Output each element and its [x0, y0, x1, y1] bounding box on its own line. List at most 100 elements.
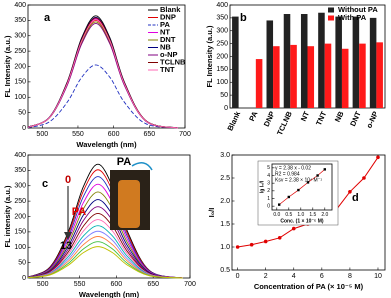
bar [335, 16, 342, 108]
x-tick-label: 2 [264, 273, 268, 280]
legend-label: NB [160, 42, 171, 51]
y-axis-title: FL intensity (a.u.) [3, 185, 12, 247]
data-point [376, 155, 380, 160]
x-tick-label: 700 [179, 131, 191, 138]
x-tick-label: NB [333, 109, 346, 123]
spectrum-line [27, 199, 183, 279]
y-tick-label: 150 [14, 79, 26, 86]
bar [324, 43, 332, 108]
spectrum-line [27, 236, 183, 279]
x-tick-label: 0.5 [285, 212, 292, 218]
data-point [316, 174, 319, 177]
spectrum-line [27, 169, 183, 279]
y-tick-label: 1 [267, 196, 270, 202]
legend-label: DNT [160, 35, 176, 44]
x-tick-label: NT [299, 110, 312, 123]
legend-label: PA [160, 20, 170, 29]
y-tick-label: 0 [267, 203, 270, 209]
bar [283, 14, 291, 109]
annotation: y = 2.38 x - 0.02 [275, 165, 311, 171]
x-tick-label: 1.0 [297, 212, 304, 218]
annotation: PA [72, 206, 87, 218]
x-tick-label: 0 [236, 273, 240, 280]
x-axis-title: Wavelength (nm) [79, 290, 140, 298]
x-axis-title: Wavelength (nm) [76, 140, 137, 149]
spectrum-line [27, 191, 183, 279]
y-tick-label: 300 [14, 33, 26, 40]
plot-frame [231, 154, 386, 271]
legend-label: DNP [160, 12, 176, 21]
annotation: Ksv = 2.38 × 10⁴ M⁻¹ [275, 177, 322, 183]
y-tick-label: 300 [14, 183, 26, 190]
y-tick-label: 2.0 [220, 198, 230, 205]
annotation: 0 [65, 174, 71, 186]
data-point [278, 203, 281, 206]
x-tick-label: 6 [320, 273, 324, 280]
bar [376, 42, 383, 108]
y-tick-label: 50 [220, 92, 228, 99]
data-point [235, 245, 240, 249]
y-axis-title: lg I₀/I [259, 180, 265, 193]
x-tick-label: PA [247, 109, 260, 122]
bar [300, 14, 308, 109]
y-tick-label: 250 [14, 198, 26, 205]
spectrum-line [27, 230, 183, 279]
y-tick-label: 400 [216, 2, 228, 9]
spectrum-line [27, 246, 183, 279]
y-axis-title: FL Intensity (a.u.) [205, 25, 214, 87]
bar [273, 46, 280, 108]
y-tick-label: 400 [14, 2, 26, 9]
bar [266, 20, 274, 109]
inset-background [257, 160, 339, 226]
x-tick-label: 650 [147, 281, 159, 288]
bar [255, 59, 263, 108]
data-point [263, 239, 268, 244]
data-point [297, 188, 300, 192]
bar [352, 16, 360, 108]
bar [290, 44, 297, 108]
bar [307, 46, 315, 108]
y-tick-label: 350 [14, 167, 26, 174]
data-point [287, 195, 290, 199]
x-tick-label: 1.5 [309, 212, 316, 218]
x-tick-label: 600 [108, 131, 120, 138]
spectrum-line [27, 176, 183, 279]
y-axis-title: FL Intensity (a.u.) [3, 35, 12, 97]
bar [318, 12, 325, 109]
y-tick-label: 200 [14, 63, 26, 70]
y-tick-label: 100 [14, 94, 26, 101]
y-tick-label: 150 [216, 66, 228, 73]
panel-label: c [42, 178, 48, 190]
y-tick-label: 3.0 [220, 152, 230, 159]
data-point [291, 226, 296, 231]
annotation: R2 = 0.984 [275, 171, 300, 177]
y-tick-label: 100 [216, 79, 228, 86]
y-tick-label: 0 [22, 125, 26, 132]
legend-label: TNT [160, 65, 175, 74]
y-tick-label: 5 [267, 165, 270, 171]
y-tick-label: 0 [22, 275, 26, 282]
x-tick-label: 500 [37, 281, 49, 288]
bar [341, 48, 349, 108]
y-tick-label: 400 [14, 152, 26, 159]
y-tick-label: 0 [224, 105, 228, 112]
y-tick-label: 350 [14, 17, 26, 24]
spectrum-line [27, 64, 178, 129]
data-point [277, 236, 282, 240]
legend-label: TCLNB [160, 57, 186, 66]
y-tick-label: 2.5 [220, 175, 230, 182]
x-tick-label: 2.0 [321, 212, 328, 218]
legend-swatch [328, 15, 334, 21]
y-tick-label: 3 [267, 180, 270, 186]
legend-label: Blank [160, 5, 181, 14]
spectrum-line [27, 241, 183, 279]
curved-arrow [131, 162, 153, 171]
arrow-head [64, 232, 72, 240]
legend-label: NT [160, 27, 170, 36]
x-axis-title: Conc. (1 × 10⁻⁵ M) [280, 218, 324, 224]
panel-label: b [240, 12, 247, 24]
legend-label: o-NP [160, 50, 178, 59]
x-tick-label: 600 [111, 281, 123, 288]
